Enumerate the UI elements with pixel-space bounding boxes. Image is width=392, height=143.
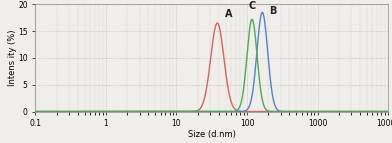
X-axis label: Size (d.nm): Size (d.nm) [188, 130, 236, 139]
Text: A: A [225, 9, 232, 19]
Text: C: C [249, 1, 256, 11]
Text: B: B [269, 6, 276, 16]
Y-axis label: Intens ity (%): Intens ity (%) [7, 30, 16, 86]
